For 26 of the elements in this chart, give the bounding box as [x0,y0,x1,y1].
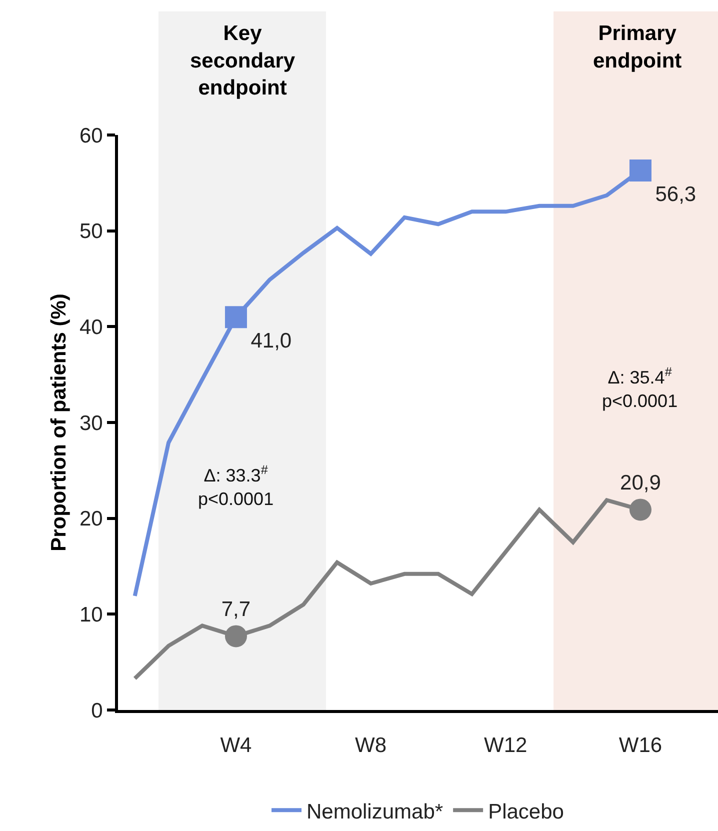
legend-label: Nemolizumab* [306,800,444,824]
point [224,625,247,648]
y-tick-label: 0 [91,699,103,722]
y-tick-label: 60 [79,124,103,148]
point [629,498,652,521]
x-tick-label: W12 [484,734,528,758]
x-tick-label: W8 [355,734,387,758]
x-tick-label: W16 [618,734,662,758]
text: Primary endpoint [593,22,682,72]
y-tick-label: 20 [79,508,103,531]
annotation: Δ: 33.3$^{#}$ p<0.0001 [198,463,274,509]
y-tick-label: 10 [79,604,103,627]
point [629,159,652,182]
y-axis-title: Proportion of patients (%) [48,294,71,552]
data-label: 20,9 [620,472,661,495]
data-label: 7,7 [221,598,251,622]
y-tick-label: 40 [79,316,103,340]
legend-label: Placebo [488,800,564,824]
point [224,306,247,328]
data-label: 56,3 [655,182,696,206]
x-tick-label: W4 [220,734,252,758]
text: Key secondary endpoint [190,22,296,100]
annotation: Δ: 35.4$^{#}$ p<0.0001 [602,365,678,411]
data-label: 41,0 [250,330,292,353]
y-tick-label: 50 [79,220,103,244]
y-tick-label: 30 [79,412,103,435]
